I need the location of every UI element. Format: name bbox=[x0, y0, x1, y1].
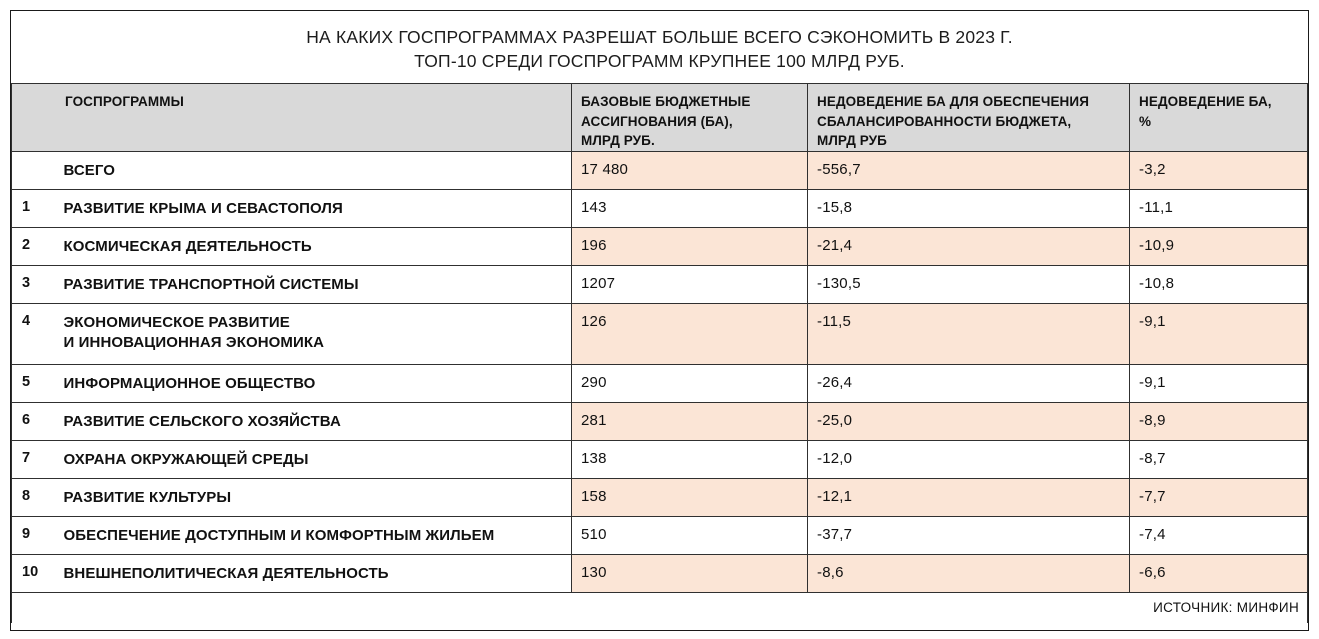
table-row: 4 ЭКОНОМИЧЕСКОЕ РАЗВИТИЕ И ИННОВАЦИОННАЯ… bbox=[11, 302, 1308, 365]
table-row: 8 РАЗВИТИЕ КУЛЬТУРЫ 158 -12,1 -7,7 bbox=[11, 477, 1308, 517]
infographic-frame: НА КАКИХ ГОСПРОГРАММАХ РАЗРЕШАТ БОЛЬШЕ В… bbox=[10, 10, 1309, 631]
base-value-cell: 510 bbox=[571, 515, 809, 555]
shortfall-value-cell: -25,0 bbox=[807, 401, 1131, 441]
shortfall-value-cell: -12,1 bbox=[807, 477, 1131, 517]
table-header-row: ГОСПРОГРАММЫ БАЗОВЫЕ БЮДЖЕТНЫЕ АССИГНОВА… bbox=[11, 83, 1308, 152]
percent-value-cell: -9,1 bbox=[1129, 363, 1308, 403]
rank-cell: 1 bbox=[11, 188, 64, 228]
rank-cell: 9 bbox=[11, 515, 64, 555]
chart-title: НА КАКИХ ГОСПРОГРАММАХ РАЗРЕШАТ БОЛЬШЕ В… bbox=[306, 26, 1013, 47]
percent-value-cell: -7,4 bbox=[1129, 515, 1308, 555]
base-value-cell: 17 480 bbox=[571, 150, 809, 190]
program-name-cell: РАЗВИТИЕ КРЫМА И СЕВАСТОПОЛЯ bbox=[63, 188, 573, 228]
percent-value-cell: -11,1 bbox=[1129, 188, 1308, 228]
base-value-cell: 143 bbox=[571, 188, 809, 228]
table-footer-row: ИСТОЧНИК: МИНФИН bbox=[11, 591, 1308, 624]
source-credit: ИСТОЧНИК: МИНФИН bbox=[11, 591, 1308, 624]
column-header-shortfall-percent: НЕДОВЕДЕНИЕ БА, % bbox=[1129, 83, 1308, 152]
program-name-cell: ОХРАНА ОКРУЖАЮЩЕЙ СРЕДЫ bbox=[63, 439, 573, 479]
table-row: 9 ОБЕСПЕЧЕНИЕ ДОСТУПНЫМ И КОМФОРТНЫМ ЖИЛ… bbox=[11, 515, 1308, 555]
percent-value-cell: -6,6 bbox=[1129, 553, 1308, 593]
table-row-total: ВСЕГО 17 480 -556,7 -3,2 bbox=[11, 150, 1308, 190]
base-value-cell: 130 bbox=[571, 553, 809, 593]
program-name-cell: ВНЕШНЕПОЛИТИЧЕСКАЯ ДЕЯТЕЛЬНОСТЬ bbox=[63, 553, 573, 593]
program-name-cell: КОСМИЧЕСКАЯ ДЕЯТЕЛЬНОСТЬ bbox=[63, 226, 573, 266]
table-row: 10 ВНЕШНЕПОЛИТИЧЕСКАЯ ДЕЯТЕЛЬНОСТЬ 130 -… bbox=[11, 553, 1308, 593]
percent-value-cell: -9,1 bbox=[1129, 302, 1308, 365]
program-name-cell: РАЗВИТИЕ КУЛЬТУРЫ bbox=[63, 477, 573, 517]
table-row: 7 ОХРАНА ОКРУЖАЮЩЕЙ СРЕДЫ 138 -12,0 -8,7 bbox=[11, 439, 1308, 479]
program-name-cell: РАЗВИТИЕ ТРАНСПОРТНОЙ СИСТЕМЫ bbox=[63, 264, 573, 304]
base-value-cell: 281 bbox=[571, 401, 809, 441]
base-value-cell: 196 bbox=[571, 226, 809, 266]
shortfall-value-cell: -15,8 bbox=[807, 188, 1131, 228]
program-name-cell: ИНФОРМАЦИОННОЕ ОБЩЕСТВО bbox=[63, 363, 573, 403]
shortfall-value-cell: -12,0 bbox=[807, 439, 1131, 479]
rank-cell: 7 bbox=[11, 439, 64, 479]
base-value-cell: 126 bbox=[571, 302, 809, 365]
percent-value-cell: -8,9 bbox=[1129, 401, 1308, 441]
shortfall-value-cell: -8,6 bbox=[807, 553, 1131, 593]
rank-cell: 3 bbox=[11, 264, 64, 304]
program-name-cell: РАЗВИТИЕ СЕЛЬСКОГО ХОЗЯЙСТВА bbox=[63, 401, 573, 441]
percent-value-cell: -10,9 bbox=[1129, 226, 1308, 266]
shortfall-value-cell: -26,4 bbox=[807, 363, 1131, 403]
column-header-base-allocations: БАЗОВЫЕ БЮДЖЕТНЫЕ АССИГНОВАНИЯ (БА), МЛР… bbox=[571, 83, 809, 152]
table-row: 3 РАЗВИТИЕ ТРАНСПОРТНОЙ СИСТЕМЫ 1207 -13… bbox=[11, 264, 1308, 304]
base-value-cell: 290 bbox=[571, 363, 809, 403]
percent-value-cell: -3,2 bbox=[1129, 150, 1308, 190]
base-value-cell: 158 bbox=[571, 477, 809, 517]
rank-cell bbox=[11, 150, 64, 190]
rank-cell: 10 bbox=[11, 553, 64, 593]
program-name-cell: ОБЕСПЕЧЕНИЕ ДОСТУПНЫМ И КОМФОРТНЫМ ЖИЛЬЕ… bbox=[63, 515, 573, 555]
title-block: НА КАКИХ ГОСПРОГРАММАХ РАЗРЕШАТ БОЛЬШЕ В… bbox=[11, 11, 1308, 83]
rank-cell: 5 bbox=[11, 363, 64, 403]
shortfall-value-cell: -130,5 bbox=[807, 264, 1131, 304]
program-name-cell: ЭКОНОМИЧЕСКОЕ РАЗВИТИЕ И ИННОВАЦИОННАЯ Э… bbox=[63, 302, 573, 365]
programs-table: ГОСПРОГРАММЫ БАЗОВЫЕ БЮДЖЕТНЫЕ АССИГНОВА… bbox=[11, 83, 1308, 624]
rank-cell: 4 bbox=[11, 302, 64, 365]
base-value-cell: 138 bbox=[571, 439, 809, 479]
table-row: 1 РАЗВИТИЕ КРЫМА И СЕВАСТОПОЛЯ 143 -15,8… bbox=[11, 188, 1308, 228]
chart-subtitle: ТОП-10 СРЕДИ ГОСПРОГРАММ КРУПНЕЕ 100 МЛР… bbox=[414, 50, 905, 71]
shortfall-value-cell: -556,7 bbox=[807, 150, 1131, 190]
rank-cell: 2 bbox=[11, 226, 64, 266]
table-row: 6 РАЗВИТИЕ СЕЛЬСКОГО ХОЗЯЙСТВА 281 -25,0… bbox=[11, 401, 1308, 441]
percent-value-cell: -7,7 bbox=[1129, 477, 1308, 517]
shortfall-value-cell: -11,5 bbox=[807, 302, 1131, 365]
base-value-cell: 1207 bbox=[571, 264, 809, 304]
column-header-programs: ГОСПРОГРАММЫ bbox=[11, 83, 573, 152]
rank-cell: 8 bbox=[11, 477, 64, 517]
table-row: 2 КОСМИЧЕСКАЯ ДЕЯТЕЛЬНОСТЬ 196 -21,4 -10… bbox=[11, 226, 1308, 266]
program-name-cell: ВСЕГО bbox=[63, 150, 573, 190]
shortfall-value-cell: -37,7 bbox=[807, 515, 1131, 555]
percent-value-cell: -10,8 bbox=[1129, 264, 1308, 304]
shortfall-value-cell: -21,4 bbox=[807, 226, 1131, 266]
rank-cell: 6 bbox=[11, 401, 64, 441]
column-header-shortfall: НЕДОВЕДЕНИЕ БА ДЛЯ ОБЕСПЕЧЕНИЯ СБАЛАНСИР… bbox=[807, 83, 1131, 152]
table-row: 5 ИНФОРМАЦИОННОЕ ОБЩЕСТВО 290 -26,4 -9,1 bbox=[11, 363, 1308, 403]
percent-value-cell: -8,7 bbox=[1129, 439, 1308, 479]
